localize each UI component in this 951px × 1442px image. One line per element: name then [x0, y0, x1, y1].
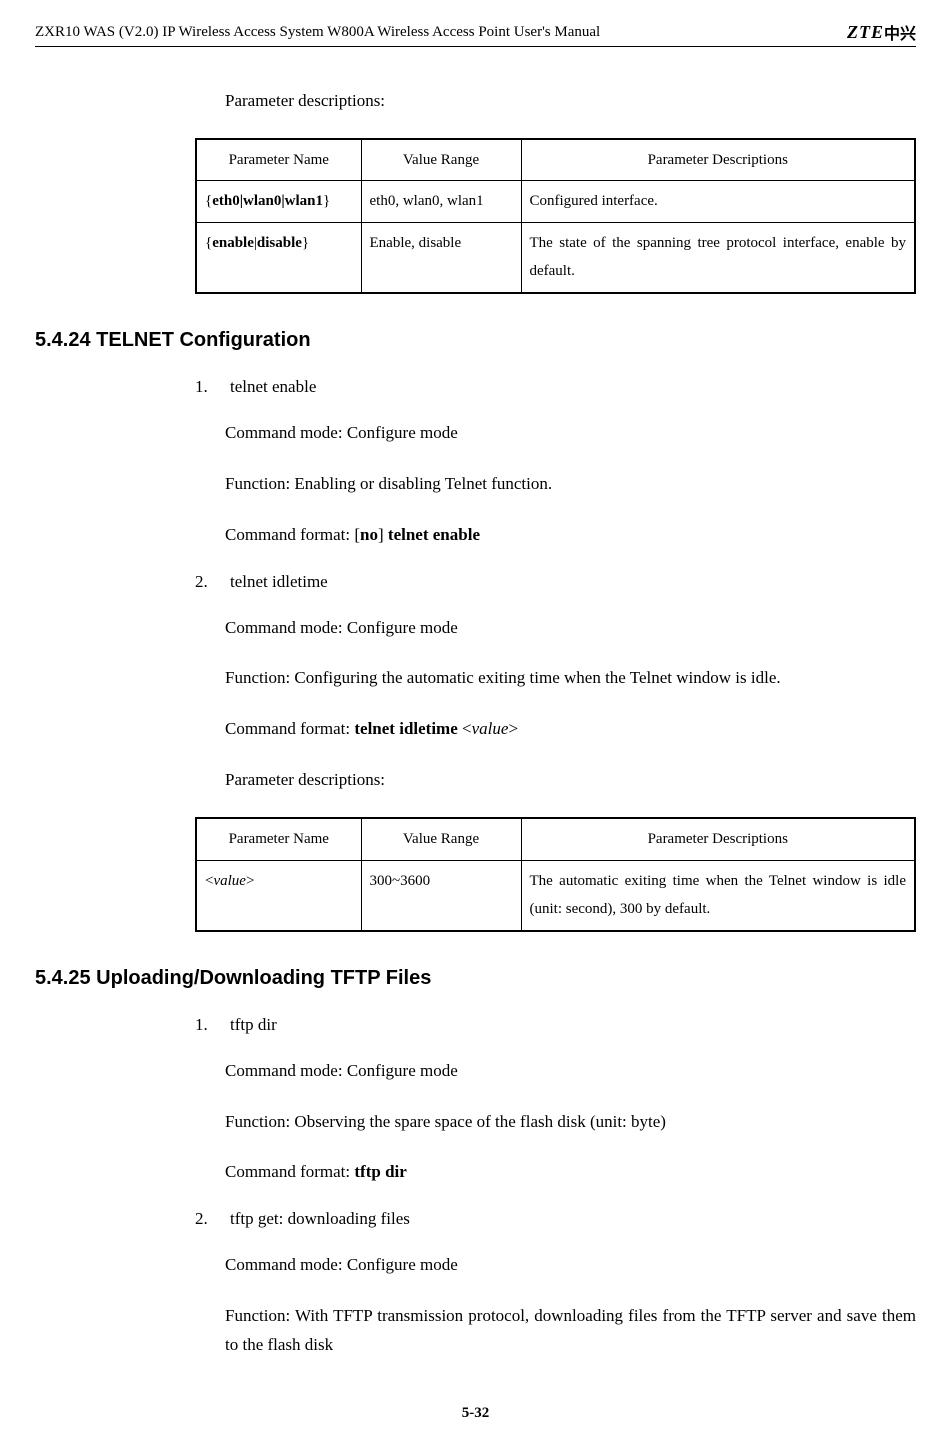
list-number: 1.	[195, 1015, 230, 1035]
table-header-row: Parameter Name Value Range Parameter Des…	[196, 818, 915, 860]
parameter-table-1: Parameter Name Value Range Parameter Des…	[195, 138, 916, 294]
command-mode: Command mode: Configure mode	[225, 1057, 916, 1086]
table-cell: {eth0|wlan0|wlan1}	[196, 181, 361, 223]
list-number: 1.	[195, 377, 230, 397]
function-desc: Function: Enabling or disabling Telnet f…	[225, 470, 916, 499]
table-header: Parameter Name	[196, 139, 361, 181]
table-header: Value Range	[361, 139, 521, 181]
table-cell: {enable|disable}	[196, 222, 361, 293]
table-header-row: Parameter Name Value Range Parameter Des…	[196, 139, 915, 181]
function-desc: Function: Configuring the automatic exit…	[225, 664, 916, 693]
main-content: Parameter descriptions: Parameter Name V…	[35, 87, 916, 1360]
table-cell: 300~3600	[361, 860, 521, 931]
list-title: telnet idletime	[230, 572, 328, 592]
logo-cn: 中兴	[884, 20, 916, 44]
page-number: 5-32	[35, 1405, 916, 1422]
command-mode: Command mode: Configure mode	[225, 1251, 916, 1280]
table-cell: eth0, wlan0, wlan1	[361, 181, 521, 223]
table-cell: Configured interface.	[521, 181, 915, 223]
table-row: <value> 300~3600 The automatic exiting t…	[196, 860, 915, 931]
table-cell: The state of the spanning tree protocol …	[521, 222, 915, 293]
header-title: ZXR10 WAS (V2.0) IP Wireless Access Syst…	[35, 24, 600, 41]
list-item: 1. telnet enable	[195, 377, 916, 397]
list-item: 1. tftp dir	[195, 1015, 916, 1035]
command-format: Command format: tftp dir	[225, 1158, 916, 1187]
table-row: {eth0|wlan0|wlan1} eth0, wlan0, wlan1 Co…	[196, 181, 915, 223]
command-mode: Command mode: Configure mode	[225, 419, 916, 448]
command-format: Command format: [no] telnet enable	[225, 521, 916, 550]
list-number: 2.	[195, 1209, 230, 1229]
section-heading-tftp: 5.4.25 Uploading/Downloading TFTP Files	[35, 967, 916, 990]
section-heading-telnet: 5.4.24 TELNET Configuration	[35, 329, 916, 352]
list-title: tftp get: downloading files	[230, 1209, 410, 1229]
list-title: telnet enable	[230, 377, 316, 397]
table-cell: <value>	[196, 860, 361, 931]
parameter-table-2: Parameter Name Value Range Parameter Des…	[195, 817, 916, 932]
table-row: {enable|disable} Enable, disable The sta…	[196, 222, 915, 293]
table-header: Value Range	[361, 818, 521, 860]
page-header: ZXR10 WAS (V2.0) IP Wireless Access Syst…	[35, 20, 916, 47]
command-format: Command format: telnet idletime <value>	[225, 715, 916, 744]
table-cell: The automatic exiting time when the Teln…	[521, 860, 915, 931]
command-mode: Command mode: Configure mode	[225, 614, 916, 643]
logo-text: ZTE	[847, 22, 884, 43]
list-item: 2. tftp get: downloading files	[195, 1209, 916, 1229]
list-item: 2. telnet idletime	[195, 572, 916, 592]
intro-paragraph: Parameter descriptions:	[225, 87, 916, 116]
params-label: Parameter descriptions:	[225, 766, 916, 795]
table-header: Parameter Descriptions	[521, 818, 915, 860]
logo: ZTE中兴	[847, 20, 916, 44]
function-desc: Function: With TFTP transmission protoco…	[225, 1302, 916, 1360]
table-header: Parameter Descriptions	[521, 139, 915, 181]
table-header: Parameter Name	[196, 818, 361, 860]
list-number: 2.	[195, 572, 230, 592]
list-title: tftp dir	[230, 1015, 277, 1035]
table-cell: Enable, disable	[361, 222, 521, 293]
function-desc: Function: Observing the spare space of t…	[225, 1108, 916, 1137]
